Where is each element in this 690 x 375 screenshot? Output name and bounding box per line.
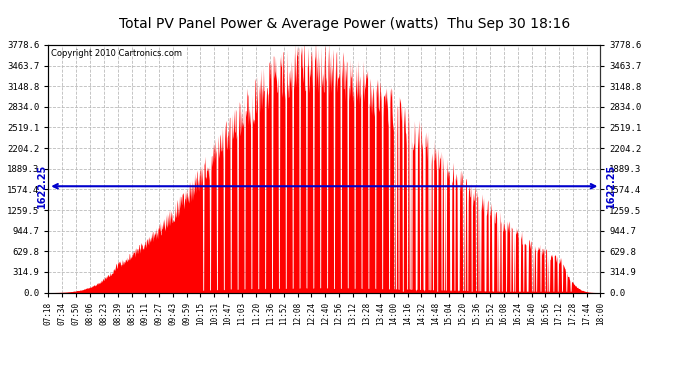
Text: 1622.25: 1622.25 [606, 164, 615, 209]
Text: Copyright 2010 Cartronics.com: Copyright 2010 Cartronics.com [51, 49, 182, 58]
Text: 1622.25: 1622.25 [37, 164, 48, 209]
Text: Total PV Panel Power & Average Power (watts)  Thu Sep 30 18:16: Total PV Panel Power & Average Power (wa… [119, 17, 571, 31]
